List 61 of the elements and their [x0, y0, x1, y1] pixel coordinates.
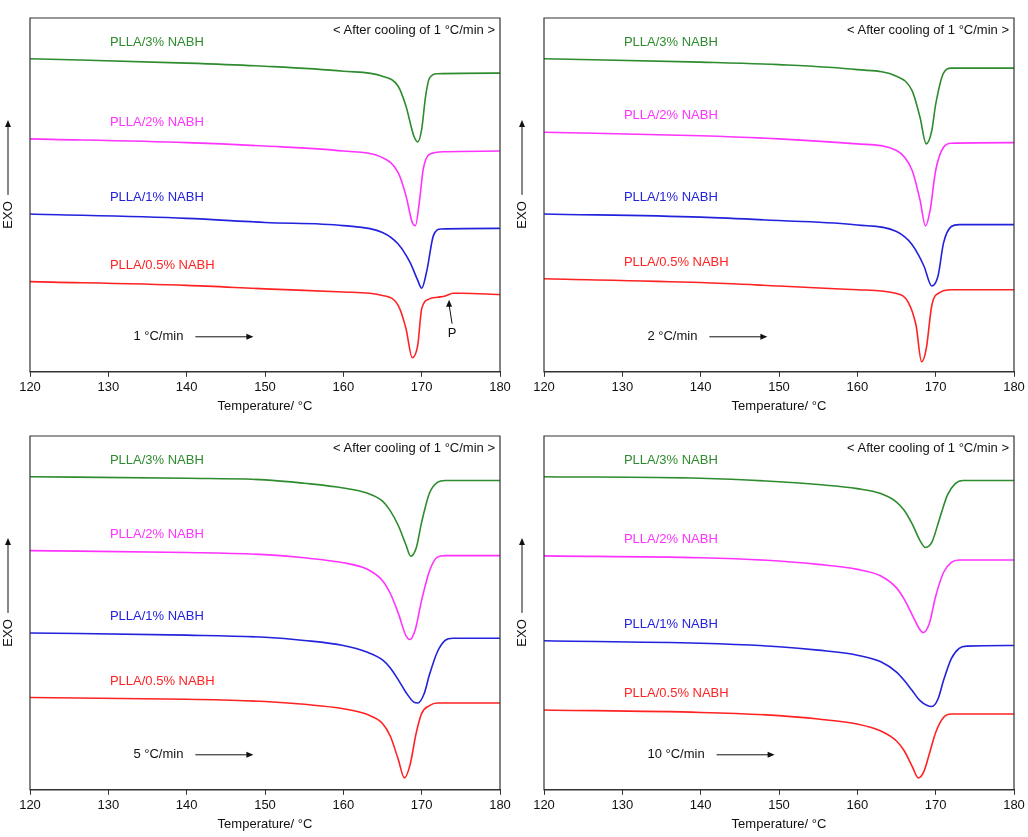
x-tick-label: 140: [175, 797, 198, 813]
x-tick-label: 170: [924, 797, 947, 813]
x-axis-title: Temperature/ °C: [731, 397, 827, 413]
annotation: 10 °C/min: [647, 746, 705, 762]
x-tick-label: 150: [768, 379, 790, 395]
x-tick-label: 170: [924, 379, 947, 395]
x-tick-label: 160: [846, 379, 869, 395]
y-axis-title: EXO: [0, 619, 15, 647]
x-axis-title: Temperature/ °C: [731, 815, 827, 831]
x-tick-label: 140: [175, 379, 198, 395]
x-tick-label: 130: [97, 797, 120, 813]
x-tick-label: 160: [332, 379, 355, 395]
y-axis-title: EXO: [513, 619, 529, 647]
text: < After cooling of 1 °C/min >: [846, 440, 1009, 456]
series-label: PLLA/0.5% NABH: [109, 672, 215, 688]
x-tick-label: 120: [533, 379, 555, 395]
x-tick-label: 160: [846, 797, 869, 813]
x-tick-label: 130: [97, 379, 120, 395]
series-label: PLLA/2% NABH: [623, 107, 718, 123]
series-label: PLLA/2% NABH: [109, 113, 204, 129]
series-label: PLLA/1% NABH: [623, 189, 718, 205]
series-label: PLLA/2% NABH: [109, 525, 204, 541]
x-tick-label: 170: [410, 379, 433, 395]
x-tick-label: 130: [611, 797, 634, 813]
x-tick-label: 180: [489, 379, 511, 395]
annotation: 2 °C/min: [647, 328, 698, 344]
x-tick-label: 150: [254, 797, 276, 813]
series-label: PLLA/1% NABH: [109, 189, 204, 205]
x-tick-label: 130: [611, 379, 634, 395]
x-tick-label: 140: [689, 797, 712, 813]
x-tick-label: 120: [19, 379, 41, 395]
x-tick-label: 120: [533, 797, 555, 813]
annotation: P: [447, 324, 457, 340]
series-label: PLLA/3% NABH: [623, 451, 718, 467]
series-label: PLLA/3% NABH: [623, 33, 718, 49]
x-tick-label: 160: [332, 797, 355, 813]
series-label: PLLA/1% NABH: [623, 615, 718, 631]
x-tick-label: 120: [19, 797, 41, 813]
x-tick-label: 180: [489, 797, 511, 813]
series-label: PLLA/2% NABH: [623, 530, 718, 546]
series-label: PLLA/1% NABH: [109, 608, 204, 624]
x-tick-label: 150: [768, 797, 790, 813]
text: < After cooling of 1 °C/min >: [332, 440, 495, 456]
text: < After cooling of 1 °C/min >: [332, 22, 495, 38]
x-tick-label: 140: [689, 379, 712, 395]
x-tick-label: 150: [254, 379, 276, 395]
series-label: PLLA/0.5% NABH: [109, 256, 215, 272]
x-axis-title: Temperature/ °C: [217, 815, 313, 831]
x-tick-label: 170: [410, 797, 433, 813]
x-tick-label: 180: [1003, 379, 1025, 395]
series-label: PLLA/3% NABH: [109, 451, 204, 467]
annotation: 1 °C/min: [133, 328, 184, 344]
x-axis-title: Temperature/ °C: [217, 397, 313, 413]
y-axis-title: EXO: [0, 201, 15, 229]
y-axis-title: EXO: [513, 201, 529, 229]
series-label: PLLA/0.5% NABH: [623, 685, 729, 701]
series-label: PLLA/0.5% NABH: [623, 253, 729, 269]
annotation: 5 °C/min: [133, 746, 184, 762]
text: < After cooling of 1 °C/min >: [846, 22, 1009, 38]
x-tick-label: 180: [1003, 797, 1025, 813]
series-label: PLLA/3% NABH: [109, 33, 204, 49]
